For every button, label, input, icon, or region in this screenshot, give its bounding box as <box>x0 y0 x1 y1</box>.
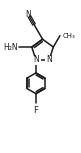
Text: N: N <box>26 10 31 19</box>
Text: H₂N: H₂N <box>3 43 18 52</box>
Text: CH₃: CH₃ <box>63 33 75 39</box>
Text: F: F <box>33 106 38 115</box>
Text: N: N <box>33 55 39 64</box>
Text: N: N <box>46 55 52 64</box>
